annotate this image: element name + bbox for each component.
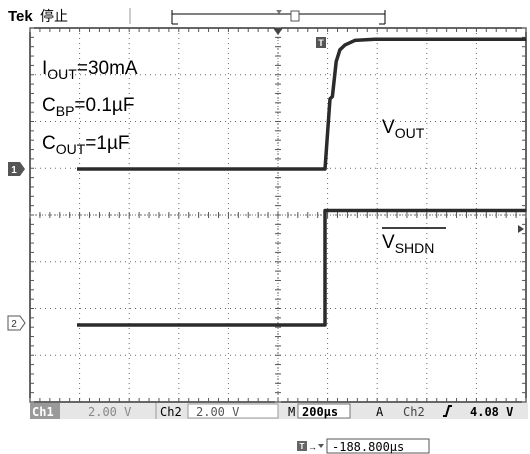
timebase-value[interactable]: 200µs	[302, 405, 338, 419]
record-bar	[171, 10, 386, 25]
annotation-iout: IOUT=30mA	[42, 58, 138, 82]
annotation-cout: COUT=1µF	[42, 133, 130, 157]
timebase-label: M	[288, 405, 295, 419]
arrow-right-icon: →	[308, 442, 317, 452]
svg-text:T: T	[318, 38, 324, 48]
expansion-point-icon	[276, 10, 282, 14]
trigger-level[interactable]: 4.08 V	[470, 405, 513, 419]
trigger-level-marker	[518, 225, 524, 233]
annotation-vshdn: VSHDN	[382, 232, 434, 256]
vshdn-trace	[77, 208, 526, 327]
ch1-label[interactable]: Ch1	[32, 405, 54, 419]
trigger-position-marker	[273, 28, 283, 35]
rising-edge-icon	[443, 405, 452, 417]
trigger-source[interactable]: Ch2	[403, 405, 425, 419]
annotation-cbp: CBP=0.1µF	[42, 95, 134, 119]
ch2-scale: 2.00 V	[196, 405, 239, 419]
svg-text:2: 2	[11, 319, 17, 330]
svg-text:1: 1	[11, 165, 17, 176]
arrow-down-icon	[318, 444, 324, 448]
trigger-mode: A	[376, 405, 384, 419]
svg-text:T: T	[300, 442, 305, 451]
trigger-position-readout: T → -188.800µs	[297, 438, 430, 454]
trigger-t-marker-icon: T	[316, 37, 326, 48]
position-value: -188.800µs	[332, 440, 404, 454]
annotation-vout: VOUT	[382, 117, 425, 141]
ch1-scale: 2.00 V	[88, 405, 131, 419]
vout-trace	[77, 37, 526, 171]
record-window-icon	[290, 10, 300, 22]
acquisition-state: 停止	[40, 8, 68, 24]
ch1-ground-marker: 1	[8, 162, 25, 176]
brand-label: Tek	[8, 8, 33, 25]
readout-bar: Ch1 2.00 V Ch2 2.00 V M 200µs A Ch2 4.08…	[30, 403, 528, 419]
ch2-label[interactable]: Ch2	[160, 405, 182, 419]
ch2-ground-marker: 2	[7, 315, 26, 331]
graticule	[29, 27, 527, 403]
